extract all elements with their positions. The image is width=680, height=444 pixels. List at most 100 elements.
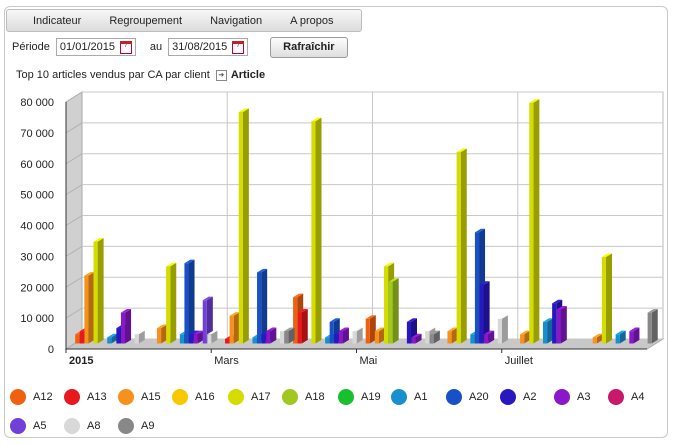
bar-top <box>166 262 177 267</box>
bar-side <box>605 253 612 344</box>
bar-front <box>238 111 243 344</box>
drill-arrow-icon[interactable]: ➔ <box>215 69 227 81</box>
bar-front <box>411 337 416 344</box>
bar-front <box>116 328 121 344</box>
breadcrumb: Top 10 articles vendus par CA par client… <box>16 69 265 81</box>
y-gridline-side <box>65 184 83 196</box>
y-tick-label: 80 000 <box>20 97 54 109</box>
bar-front <box>629 331 634 344</box>
legend-item[interactable]: A12 <box>10 389 53 405</box>
bar-front <box>184 263 189 344</box>
start-date-field[interactable]: 01/01/2015 7 <box>55 38 136 56</box>
bar-a17 <box>529 99 540 344</box>
legend-label: A19 <box>361 391 381 403</box>
bar-a15 <box>374 327 385 344</box>
legend-item[interactable]: A13 <box>64 389 107 405</box>
bar-top <box>552 299 563 304</box>
bar-front <box>257 272 262 344</box>
legend-item[interactable]: A4 <box>608 389 644 405</box>
y-gridline-side <box>65 91 83 103</box>
bar-top <box>284 327 295 332</box>
end-date-field[interactable]: 31/08/2015 7 <box>168 38 249 56</box>
bar-top <box>447 327 458 332</box>
legend-label: A16 <box>195 391 215 403</box>
bar-front <box>429 334 434 344</box>
legend-item[interactable]: A3 <box>554 389 590 405</box>
x-tick-label: 2015 <box>69 355 93 367</box>
menu-bar: Indicateur Regroupement Navigation A pro… <box>6 9 362 32</box>
bar-top <box>520 330 531 335</box>
bar-side <box>451 327 458 344</box>
bar-side <box>211 330 218 344</box>
legend-item[interactable]: A8 <box>64 418 100 434</box>
legend-label: A3 <box>577 391 591 403</box>
bar-a3 <box>266 327 277 344</box>
legend-item[interactable]: A19 <box>338 389 381 405</box>
bar-top <box>592 333 603 338</box>
menu-a-propos[interactable]: A propos <box>290 14 334 27</box>
bar-top <box>257 268 268 273</box>
y-tick-label: 50 000 <box>20 190 54 202</box>
legend-item[interactable]: A9 <box>118 418 154 434</box>
legend-swatch <box>118 389 134 405</box>
legend-swatch <box>10 418 26 434</box>
legend-item[interactable]: A20 <box>446 389 489 405</box>
bar-a17 <box>601 253 612 344</box>
bar-top <box>107 333 118 338</box>
legend-item[interactable]: A17 <box>228 389 271 405</box>
bar-front <box>252 337 257 344</box>
menu-regroupement[interactable]: Regroupement <box>109 14 183 27</box>
bar-front <box>156 328 162 344</box>
legend-item[interactable]: A16 <box>172 389 215 405</box>
bar-top <box>479 281 490 285</box>
y-tick-label: 60 000 <box>20 159 54 171</box>
y-gridline-side <box>65 245 83 257</box>
y-tick-label: 10 000 <box>20 313 54 325</box>
bar-side <box>369 315 376 344</box>
bar-a1 <box>615 330 626 344</box>
bar-top <box>411 333 422 338</box>
bar-front <box>202 300 207 344</box>
bar-side <box>342 327 349 344</box>
legend-label: A4 <box>631 391 645 403</box>
bar-front <box>542 321 548 344</box>
bar-side <box>378 327 385 344</box>
legend-item[interactable]: A15 <box>118 389 161 405</box>
bar-front <box>93 241 98 344</box>
bar-front <box>338 331 343 344</box>
bar-a15 <box>156 324 168 344</box>
legend-swatch <box>446 389 462 405</box>
bar-front <box>615 334 620 344</box>
bar-a20 <box>257 268 268 344</box>
bar-top <box>297 309 308 313</box>
breadcrumb-path[interactable]: Top 10 articles vendus par CA par client <box>16 69 210 81</box>
calendar-icon[interactable]: 7 <box>119 40 132 54</box>
legend-item[interactable]: A2 <box>500 389 536 405</box>
bar-top <box>406 318 417 322</box>
bar-side <box>188 259 195 344</box>
bar-side <box>261 268 268 344</box>
bar-front <box>552 303 557 344</box>
bar-front <box>79 331 84 344</box>
menu-navigation[interactable]: Navigation <box>210 14 263 27</box>
bar-front <box>456 152 461 344</box>
bar-side <box>161 324 168 344</box>
legend-label: A20 <box>469 391 489 403</box>
bar-front <box>647 312 652 344</box>
menu-indicateur[interactable]: Indicateur <box>33 14 82 27</box>
bar-a3 <box>193 330 204 344</box>
y-tick-label: 20 000 <box>20 282 54 294</box>
bar-front <box>484 334 489 344</box>
bar-front <box>479 284 484 344</box>
refresh-button[interactable]: Rafraîchir <box>270 36 348 58</box>
bar-side <box>560 305 567 344</box>
legend-swatch <box>554 389 570 405</box>
legend-label: A13 <box>87 391 107 403</box>
bar-side <box>633 327 640 344</box>
legend-item[interactable]: A5 <box>10 418 46 434</box>
legend-item[interactable]: A18 <box>282 389 325 405</box>
bar-side <box>197 330 204 344</box>
legend-item[interactable]: A1 <box>391 389 427 405</box>
calendar-icon[interactable]: 7 <box>232 40 245 54</box>
bar-front <box>75 334 80 344</box>
